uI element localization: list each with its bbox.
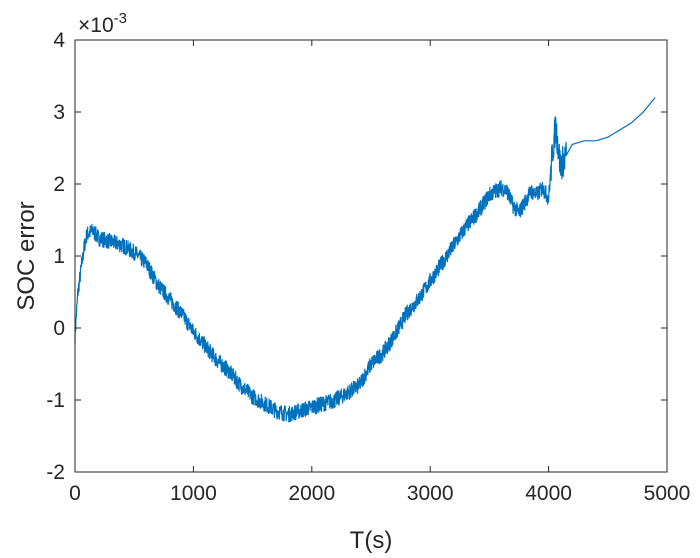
x-tick-label: 1000 [170,482,217,505]
series-line-soc-error [74,97,656,423]
y-tick-label: 1 [53,245,65,268]
plot-area [74,97,656,423]
x-tick-label: 4000 [525,482,572,505]
y-tick-label: 0 [53,317,65,340]
y-axis-label: SOC error [13,201,40,310]
y-tick-label: 2 [53,173,65,196]
x-axis-ticks: 0 1000 2000 3000 4000 5000 [69,40,690,505]
x-tick-label: 0 [69,482,81,505]
x-tick-label: 2000 [288,482,335,505]
y-tick-label: 3 [53,101,65,124]
x-tick-label: 3000 [407,482,454,505]
y-axis-multiplier: ×10-3 [78,10,127,37]
x-tick-label: 5000 [644,482,691,505]
y-axis-ticks: -2 -1 0 1 2 3 4 [46,29,667,484]
y-tick-label: -1 [46,389,65,412]
y-tick-label: 4 [53,29,65,52]
x-axis-label: T(s) [350,527,393,554]
y-tick-label: -2 [46,461,65,484]
